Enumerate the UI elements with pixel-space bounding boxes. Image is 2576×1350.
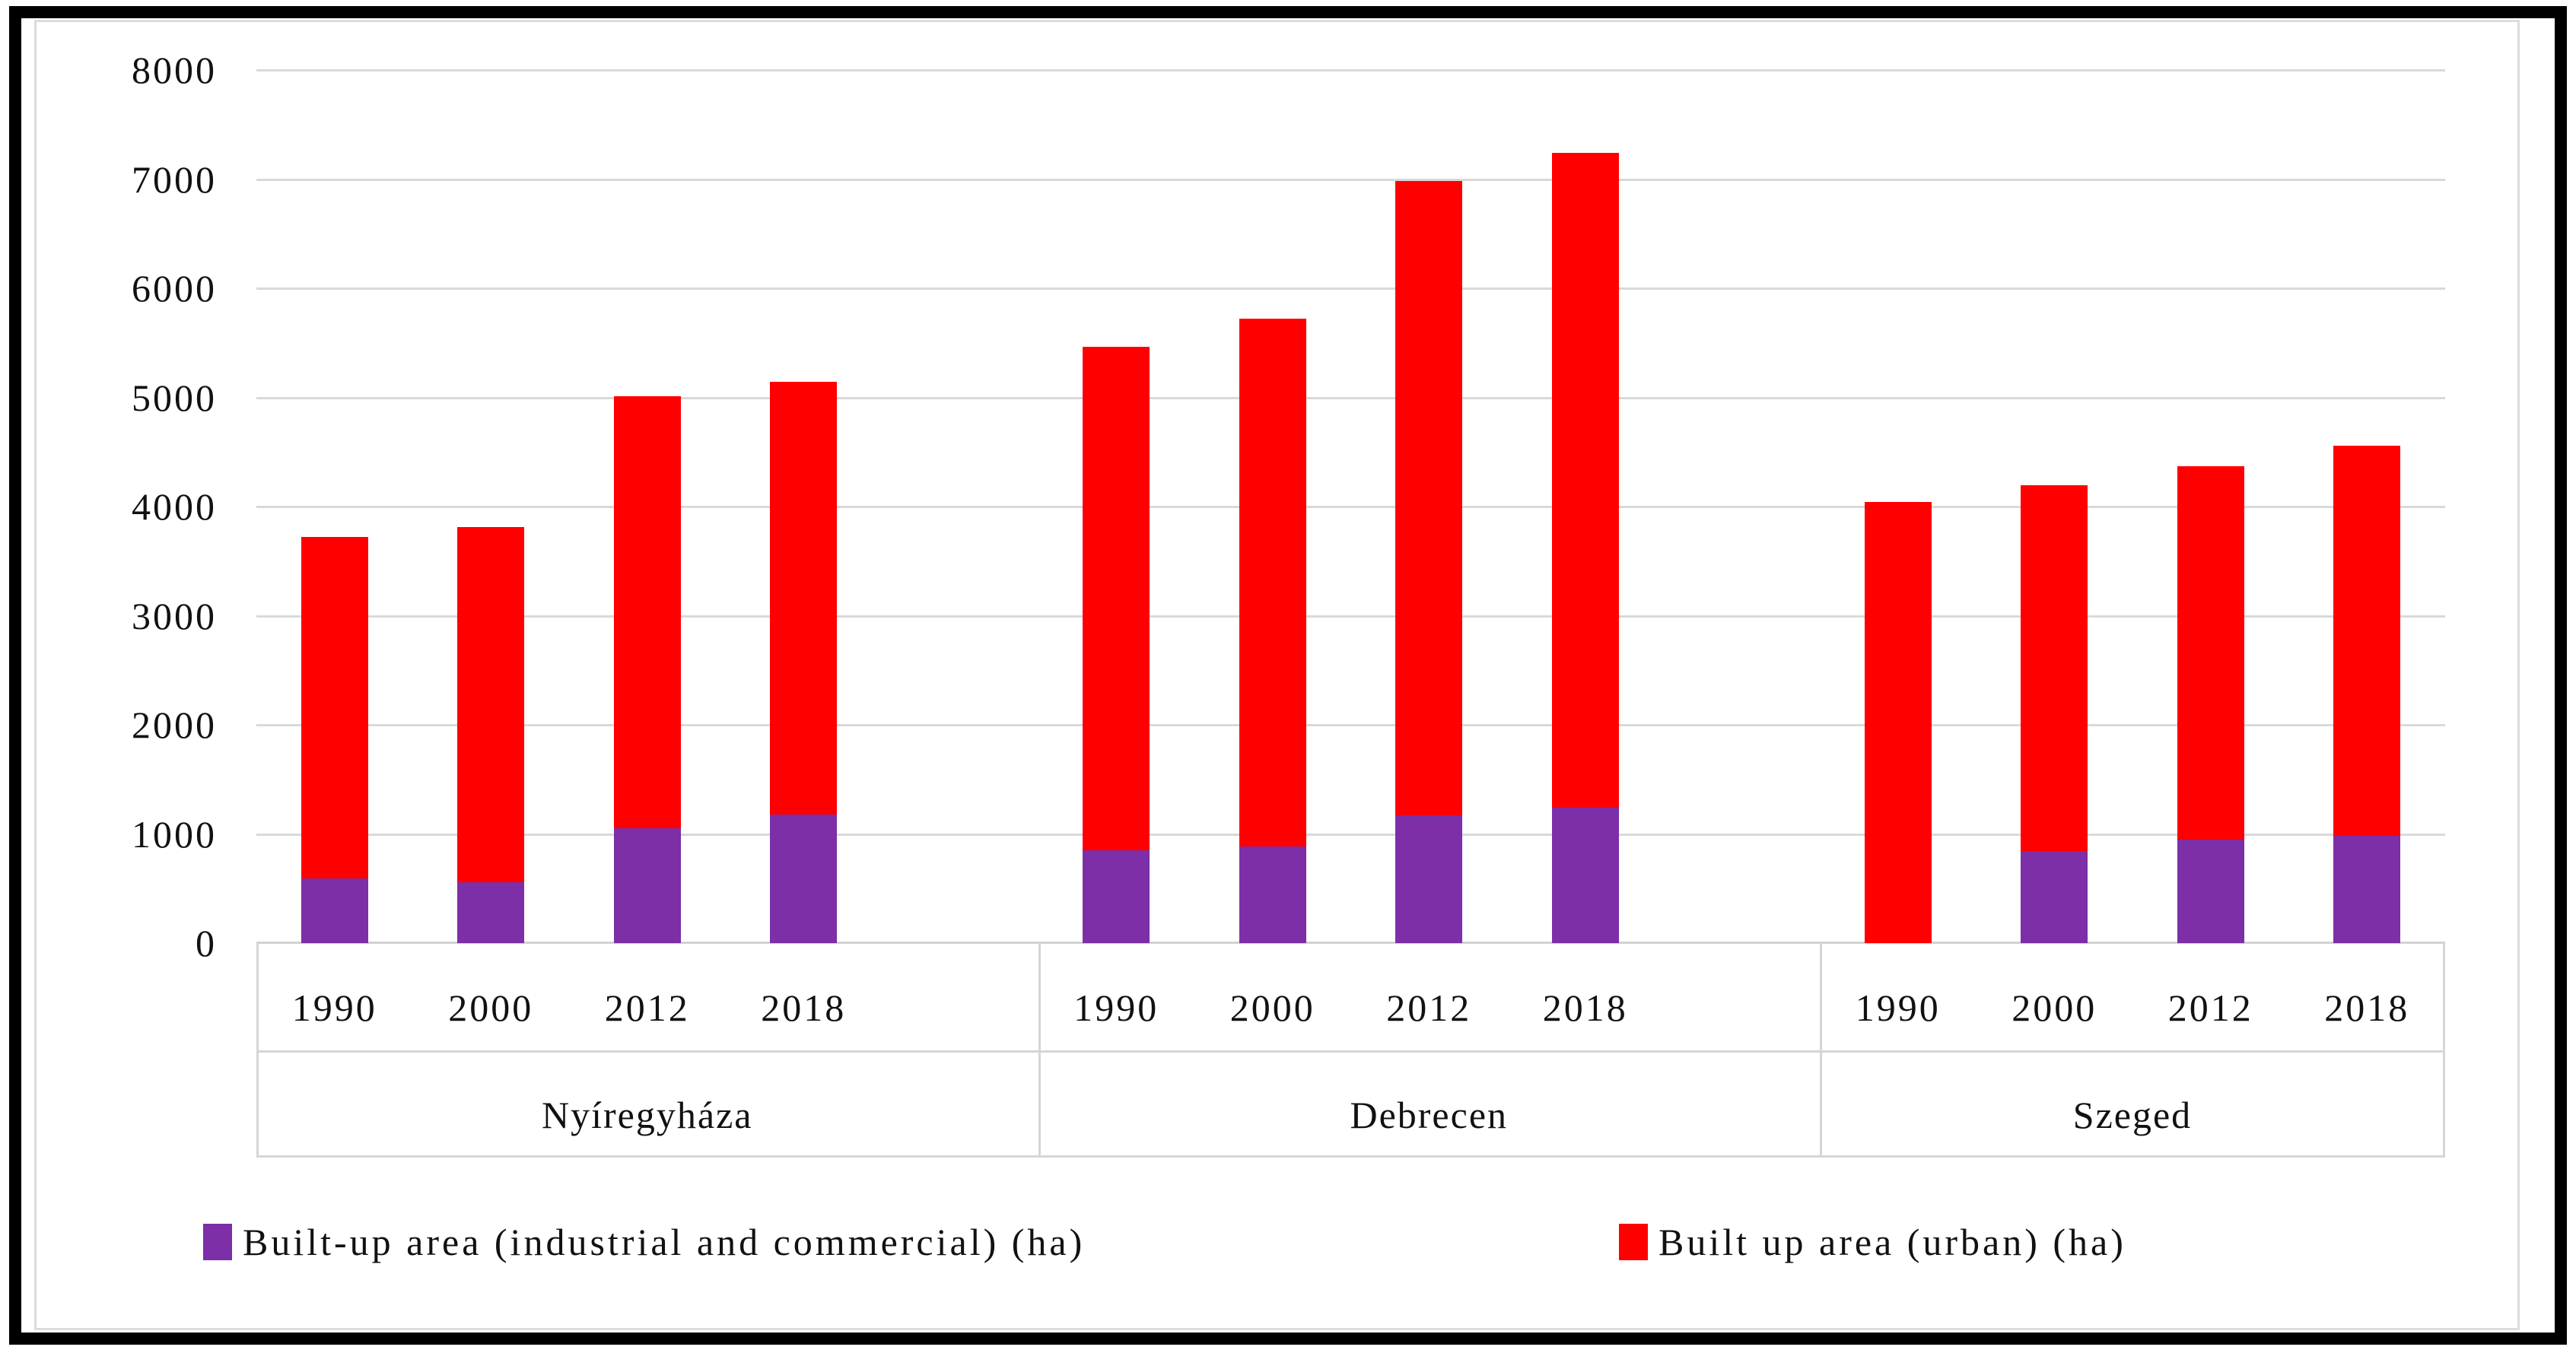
year-label: 1990 (291, 986, 377, 1029)
bar-segment-industrial (2021, 851, 2088, 943)
category-axis: 1990 2000 2012 2018 Nyíregyháza 1990 2000 2012 2… (256, 943, 2445, 1158)
stacked-bar-szeged-1990 (1864, 502, 1932, 943)
legend-label: Built-up area (industrial and commercial… (243, 1221, 1086, 1263)
city-group-label: Szeged (2072, 1094, 2193, 1136)
bar-segment-industrial (770, 815, 838, 943)
bar-segment-urban (2021, 485, 2088, 851)
stacked-bar-nyíregyháza-2012 (613, 396, 681, 943)
stacked-bar-debrecen-2018 (1551, 153, 1619, 943)
bar-segment-industrial (2333, 836, 2401, 943)
gridline (256, 69, 2445, 71)
stacked-bar-debrecen-1990 (1083, 347, 1150, 943)
gridline (256, 615, 2445, 618)
legend-item: Built-up area (industrial and commercial… (203, 1214, 1085, 1270)
bar-segment-urban (1239, 319, 1306, 847)
bar-segment-industrial (1395, 815, 1463, 943)
bar-segment-urban (1083, 347, 1150, 850)
gridline (256, 287, 2445, 290)
bar-segment-urban (770, 382, 838, 815)
y-axis-tick-label: 7000 (132, 157, 217, 201)
y-axis-tick-label: 6000 (132, 267, 217, 310)
chart-area-border (34, 20, 2520, 1330)
year-label: 2000 (448, 986, 534, 1029)
gridline (256, 724, 2445, 726)
bar-segment-urban (613, 396, 681, 828)
year-label: 2000 (1229, 986, 1315, 1029)
stacked-bar-nyíregyháza-1990 (301, 537, 368, 943)
bar-segment-industrial (1551, 808, 1619, 943)
year-label: 2012 (2167, 986, 2253, 1029)
legend-item: Built up area (urban) (ha) (1619, 1214, 2126, 1270)
stacked-bar-nyíregyháza-2018 (770, 382, 838, 943)
year-label: 2000 (2012, 986, 2097, 1029)
category-divider (1820, 943, 1822, 1158)
year-label: 2012 (1386, 986, 1472, 1029)
y-axis-tick-label: 8000 (132, 49, 217, 91)
bar-segment-urban (457, 527, 525, 882)
stacked-bar-debrecen-2012 (1395, 181, 1463, 943)
bar-segment-industrial (1083, 850, 1150, 943)
bar-segment-industrial (301, 878, 368, 943)
gridline (256, 833, 2445, 836)
stacked-bar-szeged-2018 (2333, 446, 2401, 943)
stacked-bar-szeged-2012 (2177, 466, 2244, 943)
year-label: 2018 (2324, 986, 2410, 1029)
category-divider (1038, 943, 1041, 1158)
bar-segment-urban (1551, 153, 1619, 808)
y-axis-tick-label: 0 (196, 922, 217, 964)
gridline (256, 396, 2445, 399)
y-axis-tick-label: 5000 (132, 376, 217, 419)
bar-segment-urban (301, 537, 368, 878)
legend-label: Built up area (urban) (ha) (1658, 1221, 2126, 1263)
bar-segment-industrial (613, 828, 681, 943)
bar-segment-industrial (2177, 840, 2244, 943)
year-label: 2018 (761, 986, 847, 1029)
year-label: 2018 (1542, 986, 1628, 1029)
gridline (256, 506, 2445, 508)
y-axis-tick-label: 3000 (132, 594, 217, 637)
year-label: 1990 (1855, 986, 1941, 1029)
category-divider (256, 943, 259, 1158)
bar-segment-urban (2177, 466, 2244, 840)
legend-swatch-industrial (203, 1224, 232, 1260)
category-separator-line (256, 1050, 2445, 1053)
year-label: 1990 (1073, 986, 1159, 1029)
y-axis-tick-label: 4000 (132, 485, 217, 528)
category-bottom-line (256, 1155, 2445, 1158)
bar-segment-industrial (457, 882, 525, 943)
bar-segment-urban (2333, 446, 2401, 837)
x-axis-line (256, 942, 2445, 944)
gridline (256, 178, 2445, 181)
bar-segment-urban (1864, 502, 1932, 943)
category-divider (2443, 943, 2445, 1158)
stacked-bar-szeged-2000 (2021, 484, 2088, 943)
stacked-bar-nyíregyháza-2000 (457, 527, 525, 943)
stacked-bar-debrecen-2000 (1239, 319, 1306, 943)
legend-swatch-urban (1619, 1224, 1648, 1260)
y-axis-tick-label: 1000 (132, 812, 217, 856)
city-group-label: Nyíregyháza (542, 1094, 753, 1136)
year-label: 2012 (604, 986, 690, 1029)
bar-segment-industrial (1239, 847, 1306, 943)
chart-outer-border (9, 6, 2567, 1345)
plot-area (256, 69, 2445, 944)
y-axis-tick-label: 2000 (132, 704, 217, 746)
city-group-label: Debrecen (1350, 1094, 1509, 1136)
bar-segment-urban (1395, 181, 1463, 815)
